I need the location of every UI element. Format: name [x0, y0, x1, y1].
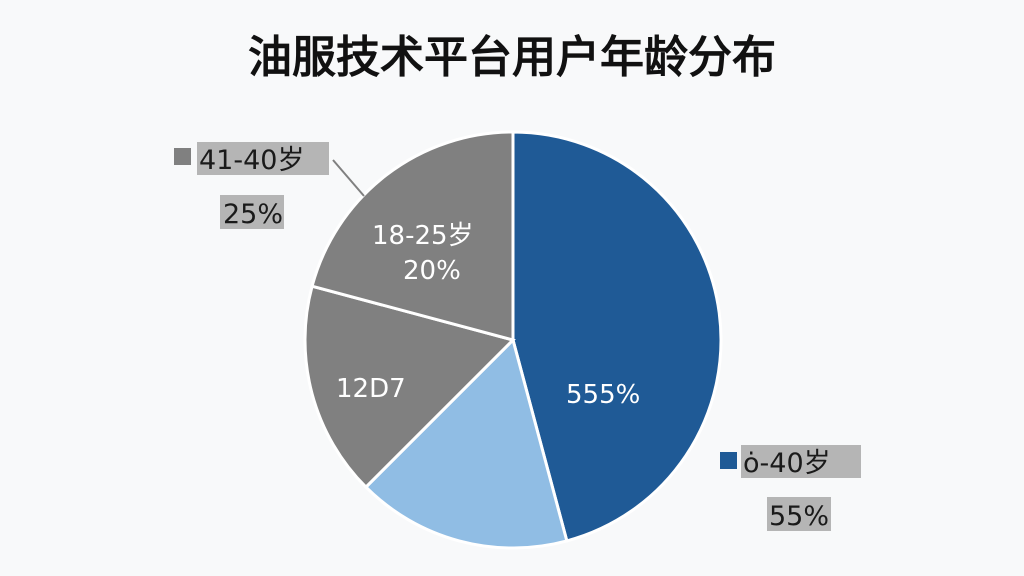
- legend-swatch-gray: [174, 148, 191, 165]
- legend-gray: 41-40岁 25%: [174, 142, 329, 230]
- slice-label-dark-blue: 555%: [566, 380, 640, 410]
- legend-label-blue: ȯ-40岁: [743, 448, 831, 479]
- legend-pct-gray: 25%: [223, 199, 283, 230]
- slice-label-gray-line1: 18-25岁: [372, 221, 474, 251]
- legend-swatch-blue: [720, 452, 737, 469]
- slice-label-light-blue: 12D7: [336, 374, 406, 404]
- pie-slice-3: [310, 130, 515, 342]
- slice-label-gray-line2: 20%: [403, 256, 461, 286]
- pie-slice-2: [303, 284, 516, 490]
- legend-pct-blue: 55%: [769, 501, 829, 532]
- pie-slice-0: [511, 130, 723, 543]
- chart-title: 油服技术平台用户年龄分布: [248, 32, 776, 83]
- legend-blue: ȯ-40岁 55%: [720, 445, 861, 532]
- pie-slice-1: [363, 337, 569, 550]
- leader-line-gray: [332, 159, 365, 197]
- pie-slices: [303, 130, 723, 550]
- legend-label-gray: 41-40岁: [199, 145, 304, 176]
